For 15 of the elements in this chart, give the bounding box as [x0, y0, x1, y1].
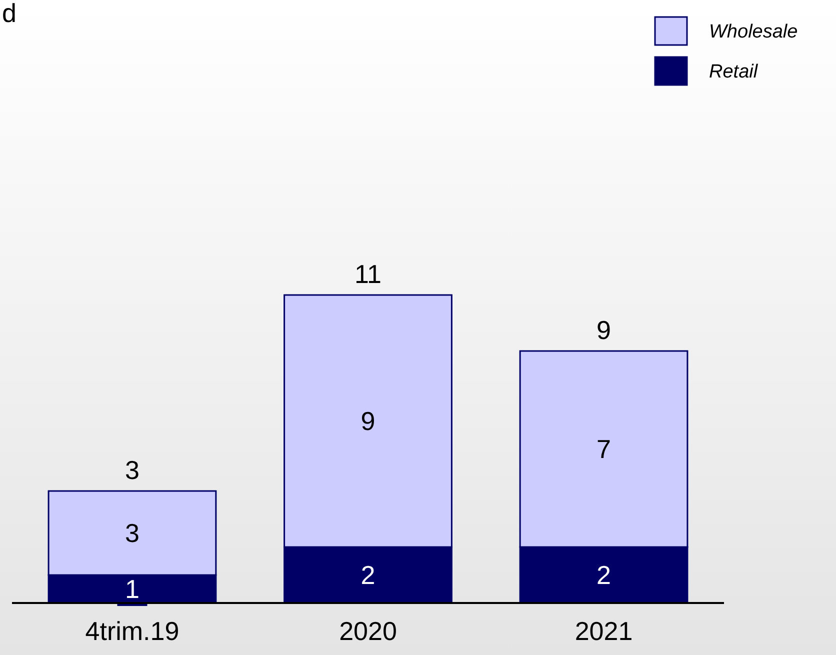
data-label: 3: [125, 518, 140, 548]
chart-title: d: [2, 0, 16, 28]
total-label: 3: [125, 455, 140, 485]
legend-label: Retail: [709, 62, 758, 83]
x-tick-label: 2020: [339, 616, 397, 646]
x-tick-label: 4trim.19: [85, 616, 180, 646]
total-label: 11: [354, 259, 382, 289]
legend-label: Wholesale: [709, 22, 798, 43]
data-label: 1: [125, 574, 140, 604]
data-label: 7: [596, 434, 611, 464]
data-label: 9: [360, 406, 376, 436]
total-label: 9: [596, 315, 611, 345]
x-tick-label: 2021: [574, 616, 633, 646]
data-label: 2: [360, 560, 376, 590]
data-label: 2: [596, 560, 611, 590]
